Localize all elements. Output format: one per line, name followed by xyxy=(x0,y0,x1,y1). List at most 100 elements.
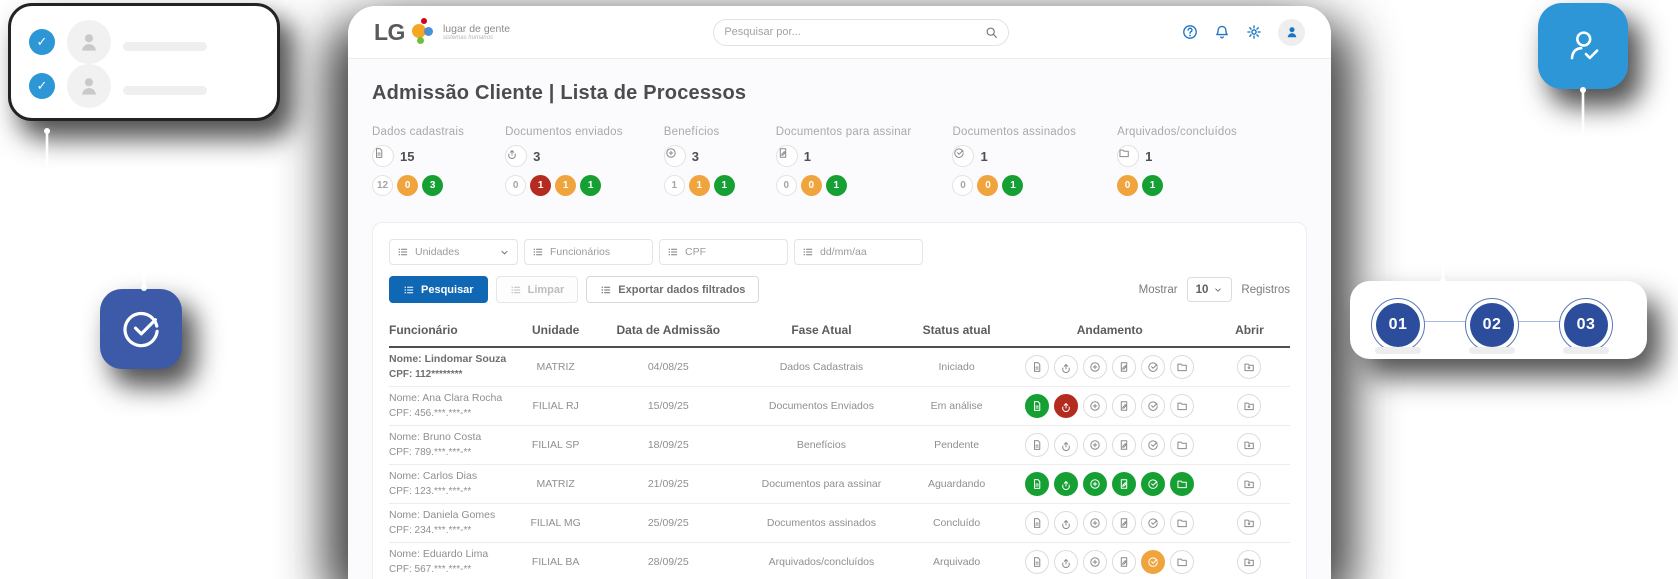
unit-cell: MATRIZ xyxy=(536,361,575,373)
progress-check-circle-icon[interactable] xyxy=(1141,433,1166,457)
progress-sign-doc-icon[interactable] xyxy=(1112,433,1137,457)
plus-circle-icon xyxy=(1089,517,1101,529)
stat-label: Documentos enviados xyxy=(505,126,623,138)
filter-field-dd-mm-aa[interactable]: dd/mm/aa xyxy=(794,239,923,265)
progress-check-circle-icon[interactable] xyxy=(1141,550,1166,574)
progress-upload-icon[interactable] xyxy=(1054,394,1079,418)
plus-circle-icon xyxy=(1089,439,1101,451)
employee-cpf: CPF: 112******** xyxy=(389,369,463,381)
progress-folder-icon[interactable] xyxy=(1170,433,1195,457)
progress-cell xyxy=(1011,355,1209,379)
progress-upload-icon[interactable] xyxy=(1054,433,1079,457)
progress-plus-circle-icon[interactable] xyxy=(1083,550,1108,574)
unit-cell: FILIAL BA xyxy=(531,556,580,568)
check-circle-icon xyxy=(1147,361,1159,373)
progress-doc-icon[interactable] xyxy=(1025,511,1050,535)
open-process-button[interactable] xyxy=(1237,472,1262,496)
upload-icon xyxy=(1060,400,1072,412)
progress-sign-doc-icon[interactable] xyxy=(1112,394,1137,418)
progress-plus-circle-icon[interactable] xyxy=(1083,355,1108,379)
employee-cpf: CPF: 234.***.***-** xyxy=(389,525,472,537)
check-circle-icon xyxy=(953,147,965,159)
decor-checklist-card: ✓ ✓ xyxy=(8,3,280,121)
folder-icon xyxy=(1176,400,1188,412)
user-avatar[interactable] xyxy=(1278,18,1305,46)
progress-plus-circle-icon[interactable] xyxy=(1083,511,1108,535)
progress-sign-doc-icon[interactable] xyxy=(1112,355,1137,379)
filter-field-cpf[interactable]: CPF xyxy=(659,239,788,265)
exportar-dados-filtrados-button[interactable]: Exportar dados filtrados xyxy=(586,276,760,303)
open-cell xyxy=(1209,355,1290,379)
open-process-button[interactable] xyxy=(1237,550,1262,574)
pesquisar-button[interactable]: Pesquisar xyxy=(389,276,488,303)
plus-circle-icon xyxy=(1089,361,1101,373)
open-process-button[interactable] xyxy=(1237,511,1262,535)
admission-date-cell: 25/09/25 xyxy=(647,517,689,529)
progress-sign-doc-icon[interactable] xyxy=(1112,511,1137,535)
admission-date-cell: 04/08/25 xyxy=(647,361,689,373)
plus-circle-icon xyxy=(665,147,677,159)
open-process-button[interactable] xyxy=(1237,355,1262,379)
progress-doc-icon[interactable] xyxy=(1025,394,1050,418)
open-process-button[interactable] xyxy=(1237,433,1262,457)
progress-folder-icon[interactable] xyxy=(1170,472,1195,496)
progress-plus-circle-icon[interactable] xyxy=(1083,394,1108,418)
employee-cell: Nome: Bruno Costa CPF: 789.***.***-** xyxy=(389,430,515,461)
decor-check-badge xyxy=(100,289,182,369)
decor-stepper-card: 01 02 03 xyxy=(1352,283,1645,357)
phase-cell: Documentos assinados xyxy=(766,517,877,529)
progress-upload-icon[interactable] xyxy=(1054,472,1079,496)
filter-field-funcion-rios[interactable]: Funcionários xyxy=(524,239,653,265)
employee-name: Nome: Carlos Dias xyxy=(389,469,478,482)
decor-person-check-badge xyxy=(1538,3,1628,89)
search-icon xyxy=(985,26,998,39)
check-icon: ✓ xyxy=(29,29,55,55)
bell-icon[interactable] xyxy=(1214,24,1230,40)
progress-upload-icon[interactable] xyxy=(1054,550,1079,574)
process-table: Funcionário Unidade Data de Admissão Fase A… xyxy=(389,323,1290,579)
progress-doc-icon[interactable] xyxy=(1025,355,1050,379)
avatar-icon xyxy=(67,20,111,64)
progress-plus-circle-icon[interactable] xyxy=(1083,472,1108,496)
progress-folder-icon[interactable] xyxy=(1170,355,1195,379)
limpar-button[interactable]: Limpar xyxy=(495,276,579,303)
step-circle-01: 01 xyxy=(1371,298,1425,352)
global-search-input[interactable]: Pesquisar por... xyxy=(713,18,1010,46)
doc-icon xyxy=(1031,556,1043,568)
progress-check-circle-icon[interactable] xyxy=(1141,394,1166,418)
progress-doc-icon[interactable] xyxy=(1025,472,1050,496)
gear-icon[interactable] xyxy=(1246,24,1262,40)
progress-doc-icon[interactable] xyxy=(1025,433,1050,457)
progress-check-circle-icon[interactable] xyxy=(1141,511,1166,535)
progress-folder-icon[interactable] xyxy=(1170,394,1195,418)
unit-cell: FILIAL SP xyxy=(531,439,580,451)
stat-card: Documentos assinados 1 0 0 1 xyxy=(952,126,1076,196)
table-row: Nome: Lindomar Souza CPF: 112******** MATR… xyxy=(389,348,1290,387)
doc-icon xyxy=(1031,478,1043,490)
chevron xyxy=(499,247,510,258)
table-header-row: Funcionário Unidade Data de Admissão Fase A… xyxy=(389,323,1290,348)
check-circle-icon xyxy=(1147,556,1159,568)
progress-doc-icon[interactable] xyxy=(1025,550,1050,574)
status-badge-orange: 0 xyxy=(1117,175,1139,196)
progress-sign-doc-icon[interactable] xyxy=(1112,550,1137,574)
help-icon[interactable] xyxy=(1182,24,1198,40)
progress-upload-icon[interactable] xyxy=(1054,355,1079,379)
open-process-button[interactable] xyxy=(1237,394,1262,418)
plus-circle-icon xyxy=(1089,556,1101,568)
button-label: Pesquisar xyxy=(421,283,474,296)
employee-name: Nome: Eduardo Lima xyxy=(389,547,489,560)
progress-check-circle-icon[interactable] xyxy=(1141,472,1166,496)
page-size-select[interactable]: 10 xyxy=(1186,277,1233,302)
progress-sign-doc-icon[interactable] xyxy=(1112,472,1137,496)
progress-folder-icon[interactable] xyxy=(1170,511,1195,535)
progress-check-circle-icon[interactable] xyxy=(1141,355,1166,379)
filter-field-unidades[interactable]: Unidades xyxy=(389,239,518,265)
progress-plus-circle-icon[interactable] xyxy=(1083,433,1108,457)
header-actions xyxy=(1182,18,1305,46)
open-cell xyxy=(1209,511,1290,535)
phase-cell: Dados Cadastrais xyxy=(779,361,864,373)
progress-folder-icon[interactable] xyxy=(1170,550,1195,574)
sign-doc-icon xyxy=(1118,361,1130,373)
progress-upload-icon[interactable] xyxy=(1054,511,1079,535)
